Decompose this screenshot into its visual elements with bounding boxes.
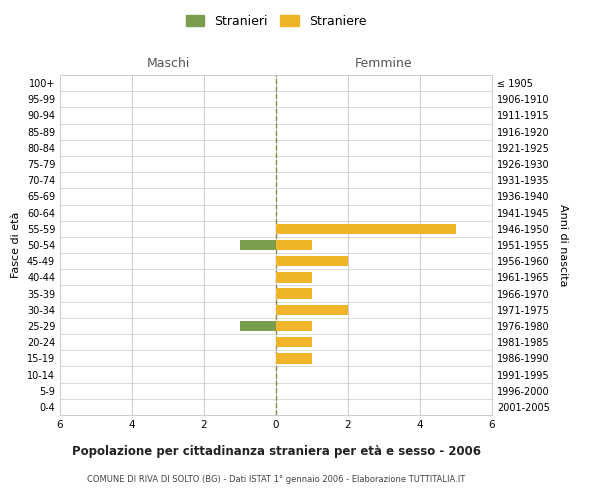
Bar — [276, 353, 312, 364]
Text: Popolazione per cittadinanza straniera per età e sesso - 2006: Popolazione per cittadinanza straniera p… — [71, 445, 481, 458]
Bar — [276, 256, 348, 266]
Bar — [276, 320, 312, 331]
Bar — [276, 224, 456, 234]
Bar — [240, 240, 276, 250]
Bar — [276, 240, 312, 250]
Y-axis label: Fasce di età: Fasce di età — [11, 212, 21, 278]
Bar — [276, 288, 312, 299]
Bar — [240, 320, 276, 331]
Legend: Stranieri, Straniere: Stranieri, Straniere — [182, 11, 370, 32]
Bar — [276, 337, 312, 347]
Y-axis label: Anni di nascita: Anni di nascita — [558, 204, 568, 286]
Bar — [276, 272, 312, 282]
Bar — [276, 304, 348, 315]
Text: COMUNE DI RIVA DI SOLTO (BG) - Dati ISTAT 1° gennaio 2006 - Elaborazione TUTTITA: COMUNE DI RIVA DI SOLTO (BG) - Dati ISTA… — [87, 475, 465, 484]
